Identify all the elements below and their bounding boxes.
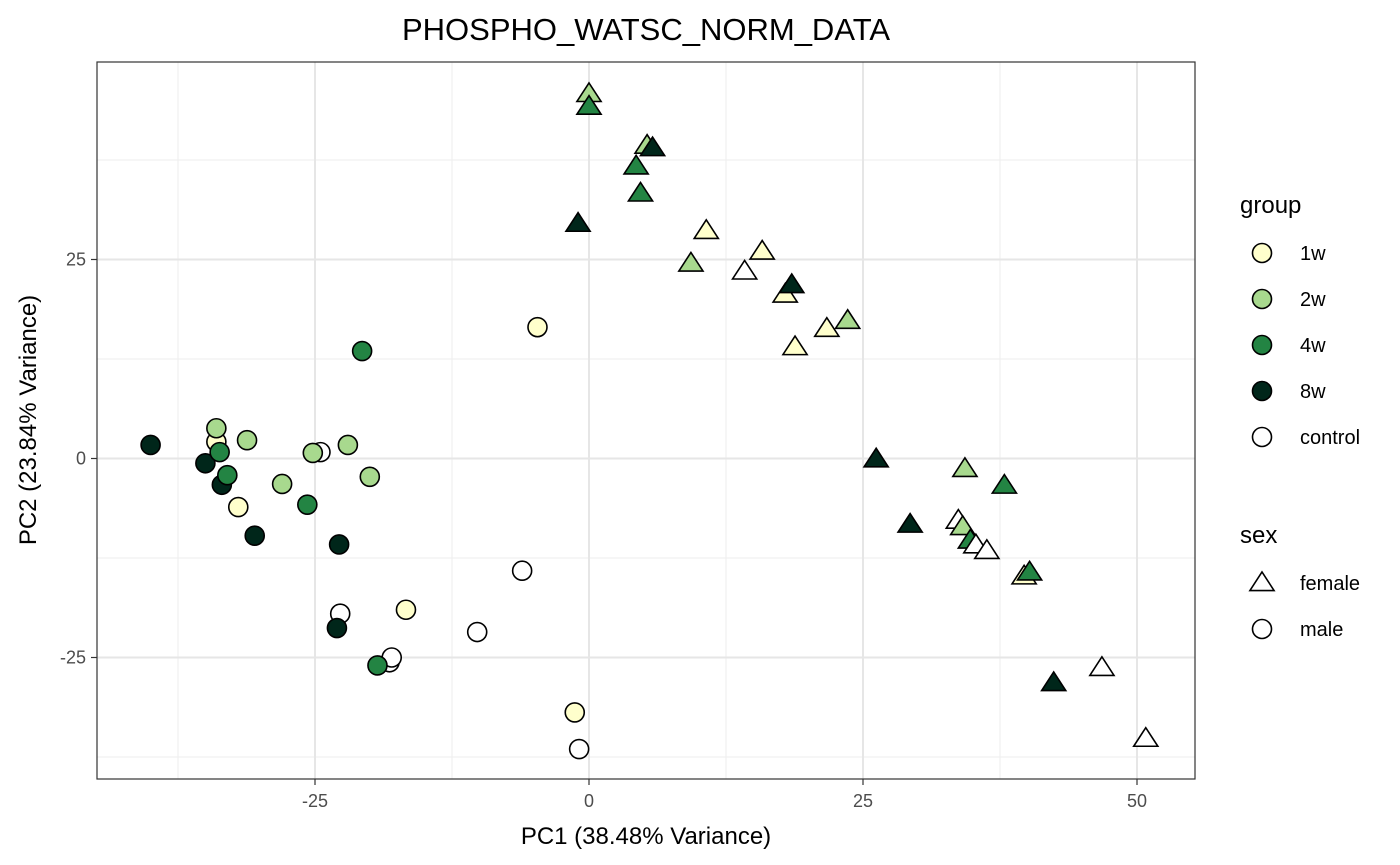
y-axis: -25 0 25 — [60, 250, 97, 668]
data-point-8w-male — [326, 617, 348, 639]
legend-label-control: control — [1300, 427, 1360, 449]
data-point-2w-male — [236, 429, 258, 451]
x-tick-label: 0 — [584, 791, 594, 811]
x-tick-label: 50 — [1127, 791, 1147, 811]
y-tick-label: 25 — [66, 250, 86, 270]
plot-panel-border — [96, 61, 1196, 780]
data-point-1w-male — [564, 702, 586, 723]
legend-key-8w — [1251, 380, 1273, 402]
data-point-8w-female — [1040, 670, 1068, 692]
legend-group-title: group — [1240, 192, 1301, 219]
data-point-1w-male — [527, 316, 548, 338]
legend-label-8w: 8w — [1300, 381, 1326, 403]
data-point-4w-female — [1016, 559, 1044, 581]
data-point-8w-male — [328, 534, 350, 555]
legend-label-4w: 4w — [1300, 335, 1326, 357]
data-point-1w-female — [748, 239, 776, 260]
legend-key-4w — [1251, 334, 1273, 356]
data-point-2w-female — [834, 308, 862, 330]
legend-key-2w — [1251, 288, 1273, 310]
data-point-8w-male — [195, 452, 216, 474]
legend-key-female — [1248, 570, 1276, 592]
data-point-1w-male — [395, 599, 417, 621]
data-point-4w-female — [622, 153, 650, 175]
data-point-2w-female — [677, 250, 705, 272]
data-point-control-female — [1132, 726, 1160, 748]
x-tick-label: 25 — [853, 791, 873, 811]
data-point-4w-female — [990, 473, 1018, 494]
data-point-1w-female — [813, 316, 841, 338]
legend-label-male: male — [1300, 619, 1343, 641]
grid-minor — [97, 62, 1195, 779]
data-point-2w-male — [359, 466, 381, 488]
data-point-2w-male — [206, 417, 227, 439]
data-point-8w-female — [896, 512, 924, 533]
legend-key-control — [1251, 426, 1273, 448]
data-point-2w-male — [302, 442, 324, 464]
data-point-4w-male — [367, 655, 388, 676]
x-tick-label: -25 — [302, 791, 328, 811]
data-point-control-male — [511, 560, 533, 582]
x-axis-label: PC1 (38.48% Variance) — [521, 823, 771, 850]
data-points — [140, 81, 1160, 760]
legend-sex: sex female male — [1240, 522, 1360, 641]
legend-label-female: female — [1300, 573, 1360, 595]
data-point-control-female — [973, 538, 1001, 560]
grid-major — [97, 62, 1195, 779]
data-point-8w-female — [564, 211, 592, 233]
data-point-1w-female — [692, 218, 720, 240]
y-tick-label: -25 — [60, 648, 86, 668]
data-point-2w-female — [949, 514, 977, 536]
data-point-8w-female — [862, 446, 890, 468]
legend-label-1w: 1w — [1300, 243, 1326, 265]
data-point-8w-male — [140, 434, 161, 456]
data-point-8w-female — [778, 272, 806, 294]
data-point-4w-male — [209, 441, 230, 463]
data-point-8w-male — [244, 525, 266, 547]
legend-sex-title: sex — [1240, 522, 1277, 549]
data-point-control-male — [466, 621, 488, 643]
data-point-4w-female — [626, 180, 655, 202]
data-point-control-male — [568, 738, 590, 760]
chart-title: PHOSPHO_WATSC_NORM_DATA — [402, 12, 890, 47]
data-point-2w-male — [337, 434, 359, 456]
data-point-4w-male — [217, 464, 238, 486]
legend-group: group 1w 2w 4w 8w control — [1240, 192, 1360, 449]
data-point-4w-male — [351, 340, 373, 362]
data-point-4w-female — [575, 94, 603, 116]
legend-key-male — [1251, 618, 1273, 640]
legend-key-1w — [1251, 242, 1273, 264]
y-tick-label: 0 — [76, 449, 86, 469]
legend-label-2w: 2w — [1300, 289, 1326, 311]
y-axis-label: PC2 (23.84% Variance) — [15, 295, 42, 545]
plot-panel-background — [97, 62, 1195, 779]
data-point-control-female — [731, 258, 759, 280]
data-point-1w-female — [781, 334, 809, 356]
data-point-8w-female — [639, 135, 667, 157]
data-point-2w-male — [271, 473, 293, 495]
data-point-control-female — [1088, 655, 1116, 677]
data-point-4w-male — [297, 494, 318, 515]
data-point-1w-male — [227, 496, 249, 518]
x-axis: -25 0 25 50 — [302, 779, 1147, 811]
data-point-2w-female — [951, 456, 979, 478]
